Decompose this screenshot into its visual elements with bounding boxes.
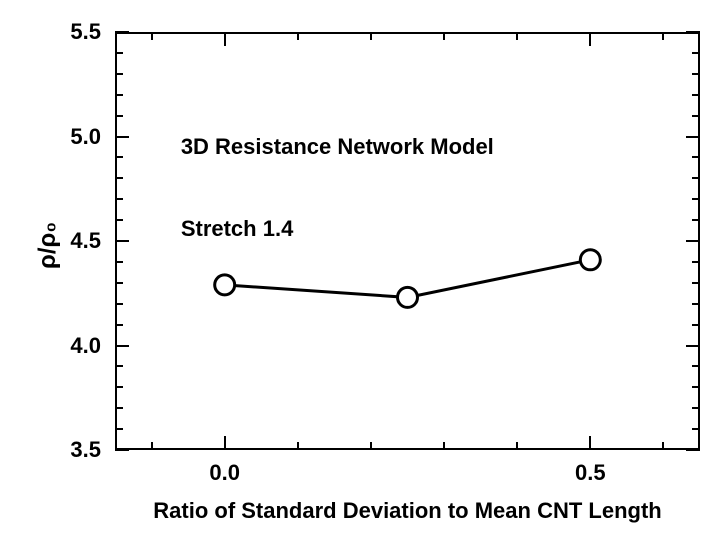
y-tick-minor: [115, 261, 123, 263]
x-axis-label: Ratio of Standard Deviation to Mean CNT …: [115, 498, 700, 524]
y-tick-minor: [115, 219, 123, 221]
y-tick-minor: [692, 52, 700, 54]
y-tick-minor: [692, 198, 700, 200]
x-tick-minor: [662, 442, 664, 450]
x-tick-minor: [370, 442, 372, 450]
annotation-line-1: 3D Resistance Network Model: [181, 133, 494, 161]
y-tick-major: [115, 136, 129, 138]
y-tick-minor: [692, 324, 700, 326]
y-tick-minor: [692, 219, 700, 221]
y-tick-minor: [115, 386, 123, 388]
y-tick-major: [686, 449, 700, 451]
y-tick-major: [115, 31, 129, 33]
y-tick-minor: [692, 156, 700, 158]
y-tick-minor: [692, 303, 700, 305]
x-tick-minor: [151, 442, 153, 450]
y-tick-minor: [115, 198, 123, 200]
y-tick-minor: [692, 94, 700, 96]
x-tick-label: 0.0: [209, 460, 240, 486]
y-tick-label: 4.0: [0, 333, 101, 359]
x-tick-major: [589, 32, 591, 46]
y-tick-major: [115, 449, 129, 451]
x-tick-minor: [151, 32, 153, 40]
y-tick-major: [115, 240, 129, 242]
x-tick-minor: [516, 32, 518, 40]
y-tick-minor: [692, 282, 700, 284]
y-tick-major: [686, 136, 700, 138]
y-tick-minor: [115, 52, 123, 54]
y-tick-major: [115, 345, 129, 347]
x-tick-major: [589, 436, 591, 450]
y-tick-minor: [692, 115, 700, 117]
y-tick-major: [686, 345, 700, 347]
y-tick-major: [686, 240, 700, 242]
y-tick-minor: [115, 428, 123, 430]
x-tick-minor: [297, 442, 299, 450]
y-tick-minor: [692, 407, 700, 409]
y-tick-minor: [115, 115, 123, 117]
y-tick-minor: [692, 261, 700, 263]
y-tick-minor: [692, 386, 700, 388]
x-tick-minor: [443, 442, 445, 450]
series-marker: [580, 250, 600, 270]
y-tick-minor: [115, 303, 123, 305]
y-tick-minor: [115, 407, 123, 409]
chart-annotation: 3D Resistance Network Model Stretch 1.4: [181, 78, 494, 298]
y-tick-minor: [115, 73, 123, 75]
y-tick-minor: [115, 324, 123, 326]
y-tick-minor: [692, 73, 700, 75]
x-tick-major: [224, 32, 226, 46]
x-tick-minor: [443, 32, 445, 40]
y-tick-label: 5.5: [0, 19, 101, 45]
y-tick-minor: [115, 156, 123, 158]
y-tick-minor: [115, 94, 123, 96]
y-tick-minor: [692, 428, 700, 430]
x-tick-minor: [297, 32, 299, 40]
annotation-line-2: Stretch 1.4: [181, 215, 494, 243]
y-tick-minor: [115, 282, 123, 284]
chart-canvas: 3D Resistance Network Model Stretch 1.4 …: [0, 0, 726, 553]
y-tick-minor: [115, 177, 123, 179]
x-tick-minor: [370, 32, 372, 40]
x-tick-minor: [662, 32, 664, 40]
y-tick-label: 3.5: [0, 437, 101, 463]
x-tick-minor: [516, 442, 518, 450]
y-tick-minor: [692, 365, 700, 367]
y-tick-label: 4.5: [0, 228, 101, 254]
y-tick-minor: [692, 177, 700, 179]
x-tick-label: 0.5: [575, 460, 606, 486]
x-tick-major: [224, 436, 226, 450]
y-tick-label: 5.0: [0, 124, 101, 150]
y-tick-minor: [115, 365, 123, 367]
y-tick-major: [686, 31, 700, 33]
